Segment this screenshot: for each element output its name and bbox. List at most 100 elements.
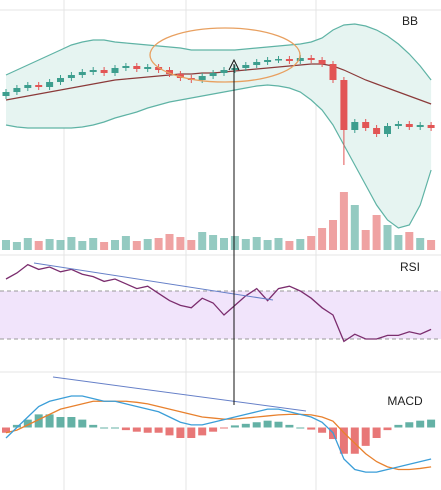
histogram-bar [89,424,98,428]
histogram-bar [339,427,348,454]
volume-bar [89,238,98,250]
candle-body [362,122,370,128]
candle-body [394,124,402,126]
histogram-bar [198,427,207,436]
histogram-bar [165,427,174,436]
panel-label: RSI [400,260,420,274]
volume-bar [2,240,10,250]
candle-body [264,60,272,62]
histogram-bar [2,427,10,433]
candle-body [111,68,119,73]
histogram-bar [394,424,403,428]
volume-bar [209,235,218,250]
histogram-bar [285,424,294,428]
histogram-bar [12,424,21,428]
histogram-bar [220,427,228,429]
candle-body [166,70,173,74]
volume-bar [416,238,425,250]
volume-bar [100,242,109,250]
middle-band [5,63,432,105]
candle-body [24,85,32,88]
histogram-bar [56,417,65,428]
candle-body [296,58,304,61]
histogram-bar [372,427,381,438]
candle-body [122,66,130,68]
volume-bar [165,234,174,250]
histogram-bar [67,417,76,428]
volume-bar [45,239,54,250]
candle-body [329,64,337,80]
histogram-bar [187,427,196,438]
histogram-bar [121,427,130,431]
volume-bar [67,237,76,250]
histogram-bar [23,419,32,428]
histogram-bar [111,427,119,429]
candle-body [285,59,293,61]
candle-body [307,58,315,60]
histogram-bar [176,427,185,438]
volume-bar [241,239,250,250]
volume-bar [252,237,261,250]
volume-bar [350,205,359,250]
histogram-bar [154,427,163,433]
volume-bar [23,238,32,250]
histogram-bar [405,422,414,428]
candle-body [2,92,10,96]
candle-body [384,126,391,134]
rsi-line [5,263,432,343]
candle-body [275,59,282,61]
volume-bar [34,241,43,250]
volume-bar [12,242,21,250]
candle-body [89,70,97,72]
volume-bar [78,241,87,250]
rsi-band [0,291,441,339]
candle-body [416,125,424,127]
histogram-bar [45,414,54,428]
candle-body [220,70,228,73]
trend-line [33,262,274,301]
histogram-bar [263,420,272,428]
candle-body [67,75,75,78]
volume-bar [307,236,316,250]
signal-line [5,400,432,471]
histogram-bar [241,423,250,428]
histogram-bar [34,414,43,428]
volume-bar [361,230,370,250]
histogram-bar [230,425,239,428]
candle-body [155,67,163,70]
candle-body [46,82,54,87]
histogram-bar [307,427,316,430]
histogram-bar [416,420,425,428]
histogram-bar [132,427,141,432]
candle-body [57,78,64,82]
arrow-head [228,58,240,71]
volume-bar [132,241,141,250]
volume-bar [405,232,414,250]
volume-bar [263,240,272,250]
highlight-ellipse [149,27,301,83]
histogram-bar [296,427,305,429]
volume-bar [383,225,392,250]
volume-bar [198,232,207,250]
macd-line [5,395,432,473]
candle-body [144,67,152,69]
volume-bar [296,239,305,250]
volume-bar [220,238,228,250]
histogram-bar [427,419,436,428]
panel-label: MACD [387,394,423,408]
candle-body [253,62,261,65]
candle-body [340,80,348,130]
candle-body [13,88,21,92]
histogram-bar [209,427,218,432]
trend-line [52,376,307,412]
histogram-bar [100,427,109,429]
candle-body [133,66,141,69]
histogram-bar [361,427,370,446]
histogram-bar [252,422,261,428]
volume-bar [394,235,403,250]
band-fill [6,24,432,228]
candle-body [351,122,359,130]
upper-band [5,23,432,81]
volume-bar [121,236,130,250]
histogram-bar [318,427,327,433]
